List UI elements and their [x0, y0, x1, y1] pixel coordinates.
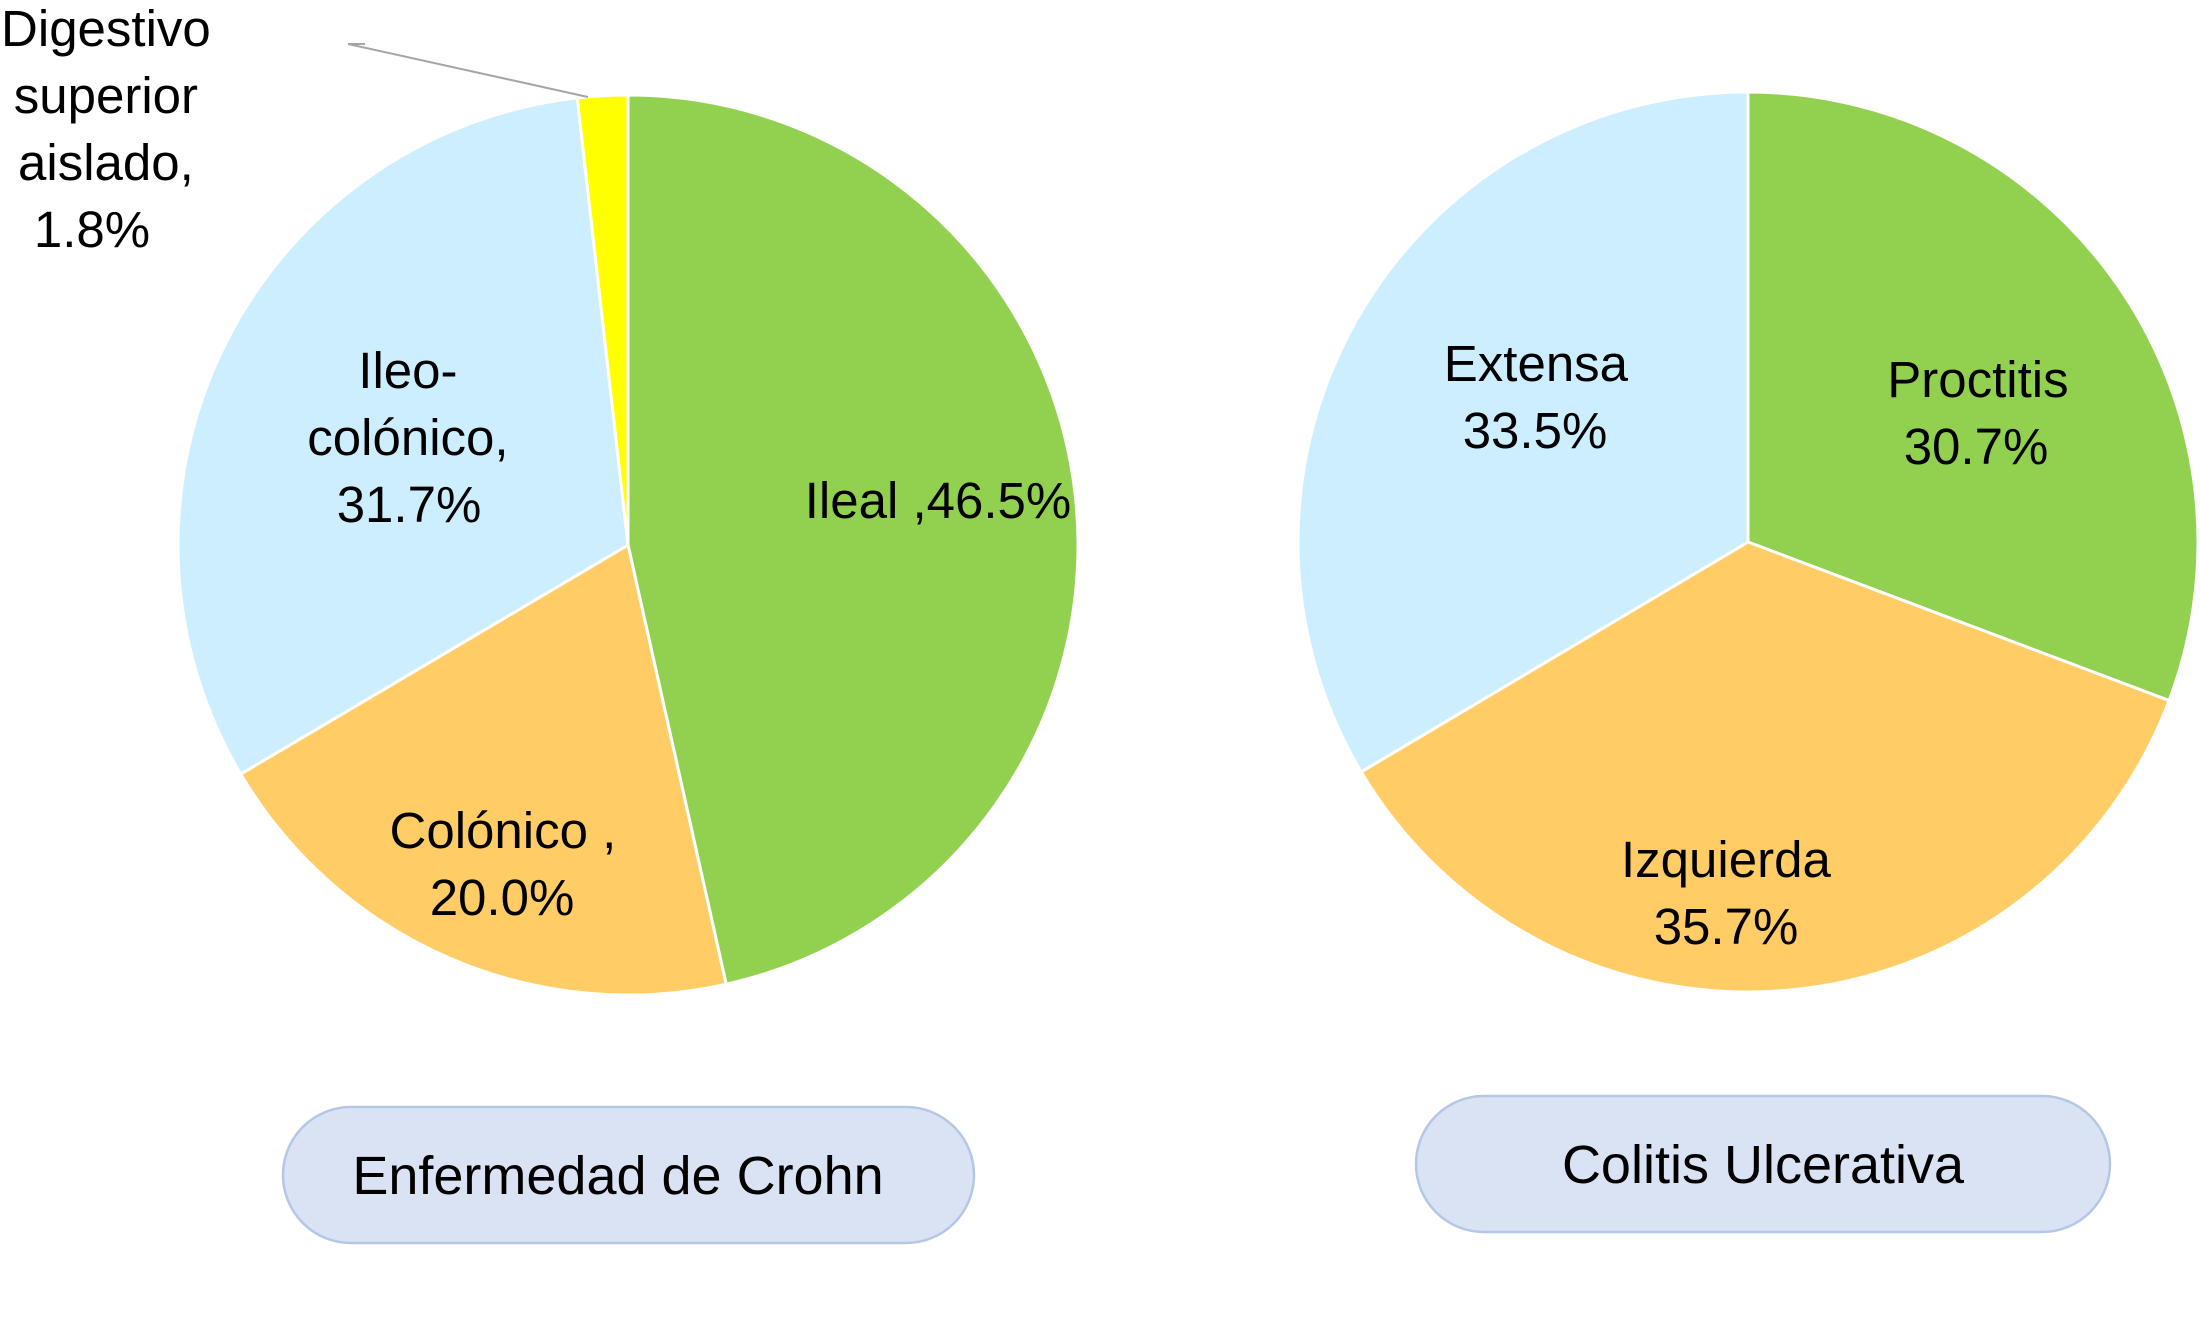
slice-label-ileocolonico-line-1: Ileo-	[358, 342, 457, 399]
slice-label-colonico-line-2: 20.0%	[430, 869, 575, 926]
slice-label-izquierda-line-2: 35.7%	[1654, 898, 1799, 955]
slice-label-proctitis-line-1: Proctitis	[1887, 351, 2068, 408]
pie-slice-extensa	[1296, 90, 1750, 774]
pie-slice-izquierda	[1359, 540, 2172, 994]
slice-label-ileal-line: Ileal ,46.5%	[805, 472, 1072, 529]
slice-label-colonico: Colónico , 20.0%	[390, 802, 631, 926]
slice-label-digestivo-line-1: Digestivo	[1, 0, 211, 57]
slice-label-digestivo-line-2: superior	[14, 67, 198, 124]
leader-line-digestivo	[347, 43, 589, 98]
slice-label-extensa: Extensa 33.5%	[1444, 335, 1642, 459]
pie-slices-colitis	[1296, 90, 2200, 994]
slice-label-digestivo-line-4: 1.8%	[34, 201, 150, 258]
slice-label-izquierda-line-1: Izquierda	[1621, 831, 1831, 888]
slice-label-extensa-line-1: Extensa	[1444, 335, 1629, 392]
pie-chart-crohn: Ileal ,46.5% Colónico , 20.0% Ileo- coló…	[1, 0, 1080, 1245]
chart-title-pill-colitis	[1414, 1094, 2112, 1234]
pie-slice-colonico	[238, 542, 728, 997]
chart-title-pill-crohn	[281, 1105, 976, 1245]
slice-label-proctitis-line-2: 30.7%	[1904, 418, 2049, 475]
pie-chart-colitis: Proctitis 30.7% Izquierda 35.7% Extensa …	[1296, 90, 2200, 1234]
slice-label-ileocolonico-line-2: colónico,	[307, 409, 508, 466]
pie-slice-ileal	[626, 93, 1080, 986]
slice-label-ileal: Ileal ,46.5%	[805, 472, 1072, 529]
pie-slice-digestivo	[575, 93, 630, 546]
pie-slice-proctitis	[1746, 90, 2200, 703]
pie-slices-crohn	[176, 93, 1080, 997]
slice-label-extensa-line-2: 33.5%	[1463, 402, 1608, 459]
slice-label-digestivo: Digestivo superior aislado, 1.8%	[1, 0, 225, 258]
chart-title-colitis: Colitis Ulcerativa	[1562, 1135, 1965, 1195]
slice-label-colonico-line-1: Colónico ,	[390, 802, 617, 859]
slice-label-proctitis: Proctitis 30.7%	[1887, 351, 2083, 475]
slice-label-ileocolonico: Ileo- colónico, 31.7%	[307, 342, 522, 533]
pie-slice-ileocolonico	[176, 96, 630, 777]
chart-title-crohn: Enfermedad de Crohn	[352, 1146, 883, 1206]
slice-label-ileocolonico-line-3: 31.7%	[337, 476, 482, 533]
slice-label-digestivo-line-3: aislado,	[18, 134, 194, 191]
slice-label-izquierda: Izquierda 35.7%	[1621, 831, 1845, 955]
